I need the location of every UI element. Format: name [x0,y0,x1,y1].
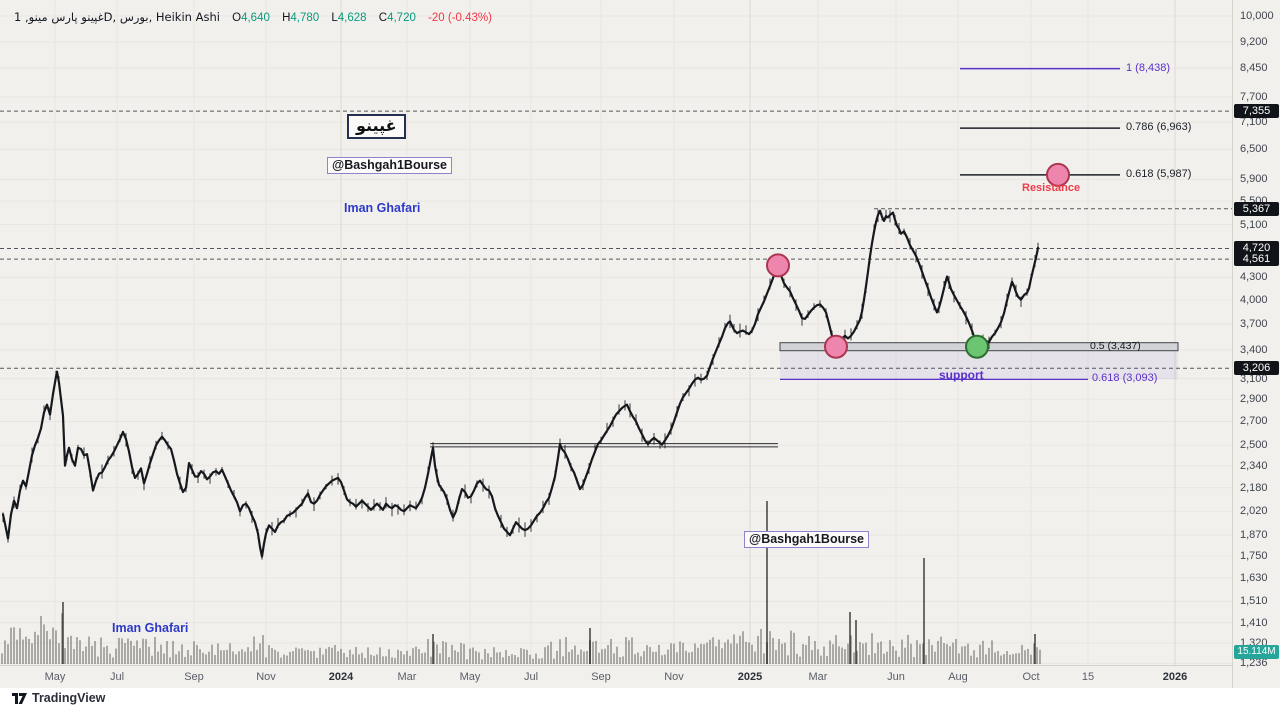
price-axis-tick: 9,200 [1240,35,1268,48]
price-chart-svg[interactable] [0,0,1232,665]
price-axis-tick: 4,300 [1240,271,1268,284]
time-axis-tick: Sep [591,671,611,683]
watermark-author-1[interactable]: Iman Ghafari [344,201,421,215]
support-label[interactable]: support [939,368,984,382]
high-value: 4,780 [290,12,320,24]
time-axis-tick: 2024 [328,671,354,683]
price-level-badge: 5,367 [1234,201,1279,216]
symbol-title[interactable]: غپینو پارس مینو, 1D, بورس, Heikin Ashi [14,10,220,24]
symbol-note-box[interactable]: غپینو [347,114,406,139]
volume-badge: 15.114M [1234,645,1279,659]
price-axis-tick: 2,700 [1240,415,1268,428]
price-axis-tick: 2,020 [1240,505,1268,518]
tradingview-logo-icon [12,692,27,704]
tradingview-logo-text: TradingView [32,691,106,705]
price-axis[interactable]: 10,0009,2008,4507,7007,1006,5005,9005,50… [1232,0,1280,688]
time-axis-tick: Mar [397,671,417,683]
price-axis-tick: 2,340 [1240,459,1268,472]
volume-bars [1,501,1041,664]
price-axis-tick: 8,450 [1240,62,1268,75]
price-axis-tick: 2,180 [1240,481,1268,494]
symbol-legend[interactable]: غپینو پارس مینو, 1D, بورس, Heikin Ashi O… [14,10,492,24]
time-axis-tick: 15 [1081,671,1095,683]
price-axis-tick: 4,000 [1240,293,1268,306]
price-axis-tick: 1,510 [1240,595,1268,608]
level-lines [0,110,1232,448]
time-axis[interactable]: May Jul Sep Nov 2024 Mar May Jul Sep Nov 2025 Mar Ju… [0,665,1280,689]
high-label: H [282,12,291,24]
time-axis-tick: May [44,671,66,683]
open-label: O [232,12,242,24]
watermark-handle-1[interactable]: @Bashgah1Bourse [327,157,452,174]
time-axis-tick: Jul [523,671,539,683]
price-axis-tick: 5,900 [1240,173,1268,186]
time-axis-tick: Jun [887,671,905,683]
price-axis-tick: 2,500 [1240,439,1268,452]
time-axis-tick: Aug [948,671,968,683]
price-level-badge: 4,720 [1234,241,1279,256]
fib-line-label[interactable]: 0.618 (3,093) [1092,372,1158,385]
price-axis-tick: 1,630 [1240,571,1268,584]
price-axis-tick: 1,870 [1240,529,1268,542]
time-axis-tick: Oct [1022,671,1040,683]
chart-canvas[interactable]: غپینو پارس مینو, 1D, بورس, Heikin Ashi O… [0,0,1232,665]
time-axis-tick: 2025 [737,671,763,683]
marker-circles[interactable] [766,162,1070,359]
price-axis-tick: 6,500 [1240,143,1268,156]
change-value: -20 (-0.43%) [428,12,492,24]
time-axis-tick: Mar [808,671,828,683]
time-axis-tick: Sep [184,671,204,683]
time-axis-tick: 2026 [1162,671,1188,683]
price-axis-tick: 7,100 [1240,116,1268,129]
time-axis-tick: Jul [109,671,125,683]
price-level-badge: 4,561 [1234,252,1279,267]
fib-retracement-lines [960,67,1120,176]
tradingview-logo[interactable]: TradingView [12,691,105,705]
price-axis-tick: 3,700 [1240,317,1268,330]
fib-level-label[interactable]: 0.786 (6,963) [1126,121,1192,134]
price-series [1,209,1040,560]
close-label: C [378,12,388,24]
price-axis-tick: 1,410 [1240,616,1268,629]
fib-band-label[interactable]: 0.5 (3,437) [1090,339,1141,352]
price-axis-tick: 10,000 [1240,10,1274,22]
watermark-author-2[interactable]: Iman Ghafari [112,621,189,635]
price-axis-tick: 5,100 [1240,218,1268,231]
time-axis-tick: Nov [664,671,684,683]
low-label: L [331,12,338,24]
price-axis-tick: 1,236 [1240,657,1268,670]
price-axis-tick: 3,100 [1240,372,1268,385]
price-axis-tick: 3,400 [1240,344,1268,357]
open-value: 4,640 [241,12,270,24]
price-axis-tick: 7,700 [1240,90,1268,103]
fib-level-label[interactable]: 0.618 (5,987) [1126,167,1192,180]
fib-level-label[interactable]: 1 (8,438) [1126,61,1171,74]
footer-bar: TradingView [0,688,1280,709]
watermark-handle-2[interactable]: @Bashgah1Bourse [744,531,869,548]
price-axis-tick: 2,900 [1240,393,1268,406]
grid-lines [0,0,1232,665]
time-axis-tick: May [459,671,481,683]
time-axis-tick: Nov [256,671,276,683]
close-value: 4,720 [387,12,416,24]
price-level-badge: 7,355 [1234,104,1279,119]
price-level-badge: 3,206 [1234,361,1279,376]
low-value: 4,628 [337,12,367,24]
resistance-label[interactable]: Resistance [1022,182,1081,194]
price-axis-tick: 1,750 [1240,549,1268,562]
